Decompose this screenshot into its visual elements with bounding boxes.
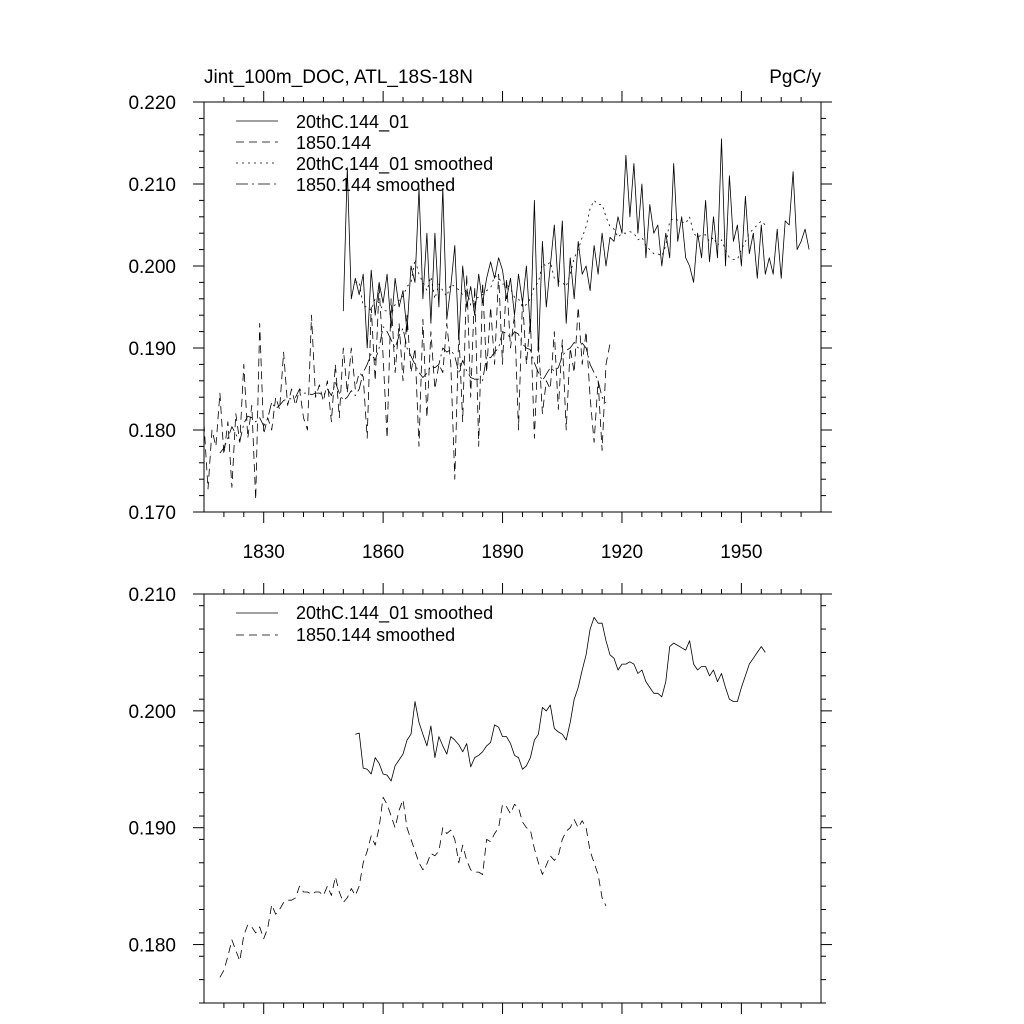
- top-axis-ticks: 1830 1860 1890 1920 1950 0.170 0.180 0.190 0.200…: [128, 91, 832, 563]
- top-legend-label-2: 1850.144: [296, 133, 371, 153]
- y-tick-label: 0.180: [128, 936, 176, 957]
- y-tick-label: 0.170: [128, 503, 176, 524]
- y-tick-label: 0.180: [128, 421, 176, 442]
- top-legend-label-3: 20thC.144_01 smoothed: [296, 154, 493, 175]
- y-tick-label: 0.200: [128, 257, 176, 278]
- bottom-panel: 0.180 0.190 0.200 0.210 20thC.144_01 smooth…: [128, 583, 832, 1014]
- series-line-3: [355, 199, 766, 316]
- y-tick-label: 0.210: [128, 175, 176, 196]
- x-tick-label: 1860: [362, 542, 404, 563]
- bottom-axis-ticks: 0.180 0.190 0.200 0.210: [128, 583, 832, 1014]
- series-line-2: [219, 796, 607, 978]
- y-tick-label: 0.200: [128, 702, 176, 723]
- top-series-group: [203, 138, 810, 501]
- top-legend-label-1: 20thC.144_01: [296, 112, 409, 133]
- chart-title: Jint_100m_DOC, ATL_18S-18N: [204, 67, 473, 88]
- y-tick-label: 0.220: [128, 93, 176, 114]
- top-legend-label-4: 1850.144 smoothed: [296, 175, 455, 195]
- series-line-1: [355, 617, 766, 782]
- x-tick-label: 1950: [720, 542, 762, 563]
- bottom-legend-label-1: 20thC.144_01 smoothed: [296, 603, 493, 624]
- top-plot-frame: [203, 101, 822, 513]
- top-panel: Jint_100m_DOC, ATL_18S-18N PgC/y 1830 186…: [128, 67, 832, 563]
- bottom-legend-label-2: 1850.144 smoothed: [296, 625, 455, 645]
- bottom-legend: 20thC.144_01 smoothed 1850.144 smoothed: [236, 603, 493, 645]
- series-line-4: [219, 326, 607, 454]
- x-tick-label: 1920: [601, 542, 643, 563]
- y-tick-label: 0.190: [128, 339, 176, 360]
- bottom-plot-frame: [203, 593, 822, 1004]
- units-label: PgC/y: [769, 67, 821, 88]
- x-tick-label: 1830: [243, 542, 285, 563]
- x-tick-label: 1890: [481, 542, 523, 563]
- y-tick-label: 0.190: [128, 819, 176, 840]
- y-tick-label: 0.210: [128, 585, 176, 606]
- series-line-1: [342, 138, 810, 353]
- bottom-series-group: [219, 617, 766, 978]
- series-line-2: [203, 273, 611, 501]
- top-legend: 20thC.144_01 1850.144 20thC.144_01 smoot…: [236, 112, 493, 195]
